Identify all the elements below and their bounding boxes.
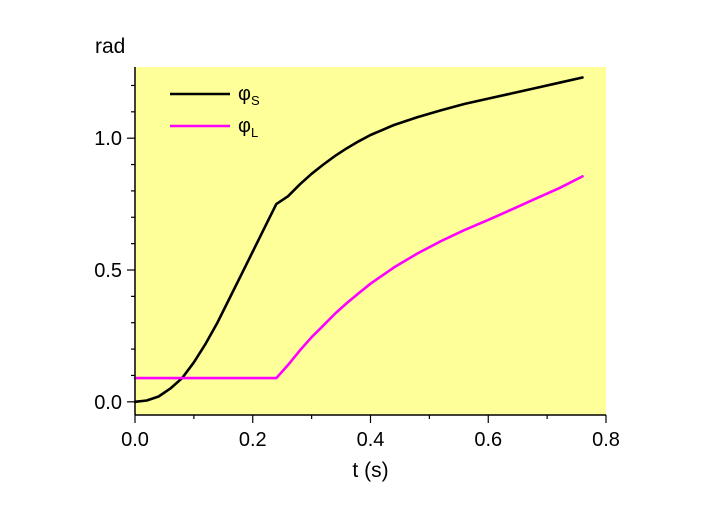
legend: φS φL [170, 83, 260, 140]
axes-layer: 0.0 0.2 0.4 0.6 0.8 0.0 0.5 1.0 [94, 67, 620, 451]
x-tick-label: 0.0 [121, 429, 149, 451]
legend-label-S: φS [238, 83, 260, 108]
y-axis-label: rad [95, 35, 125, 58]
series-layer [133, 76, 584, 404]
series-line-S [133, 76, 584, 404]
x-tick-label: 0.6 [474, 429, 502, 451]
legend-label-L: φL [238, 115, 258, 140]
y-tick-label: 1.0 [94, 128, 122, 150]
plot-background [135, 67, 606, 415]
y-tick-label: 0.0 [94, 392, 122, 414]
x-tick-label: 0.4 [357, 429, 385, 451]
x-tick-label: 0.2 [239, 429, 267, 451]
y-tick-label: 0.5 [94, 260, 122, 282]
x-tick-label: 0.8 [592, 429, 620, 451]
series-line-L [133, 175, 584, 380]
x-axis-label: t (s) [352, 459, 388, 482]
